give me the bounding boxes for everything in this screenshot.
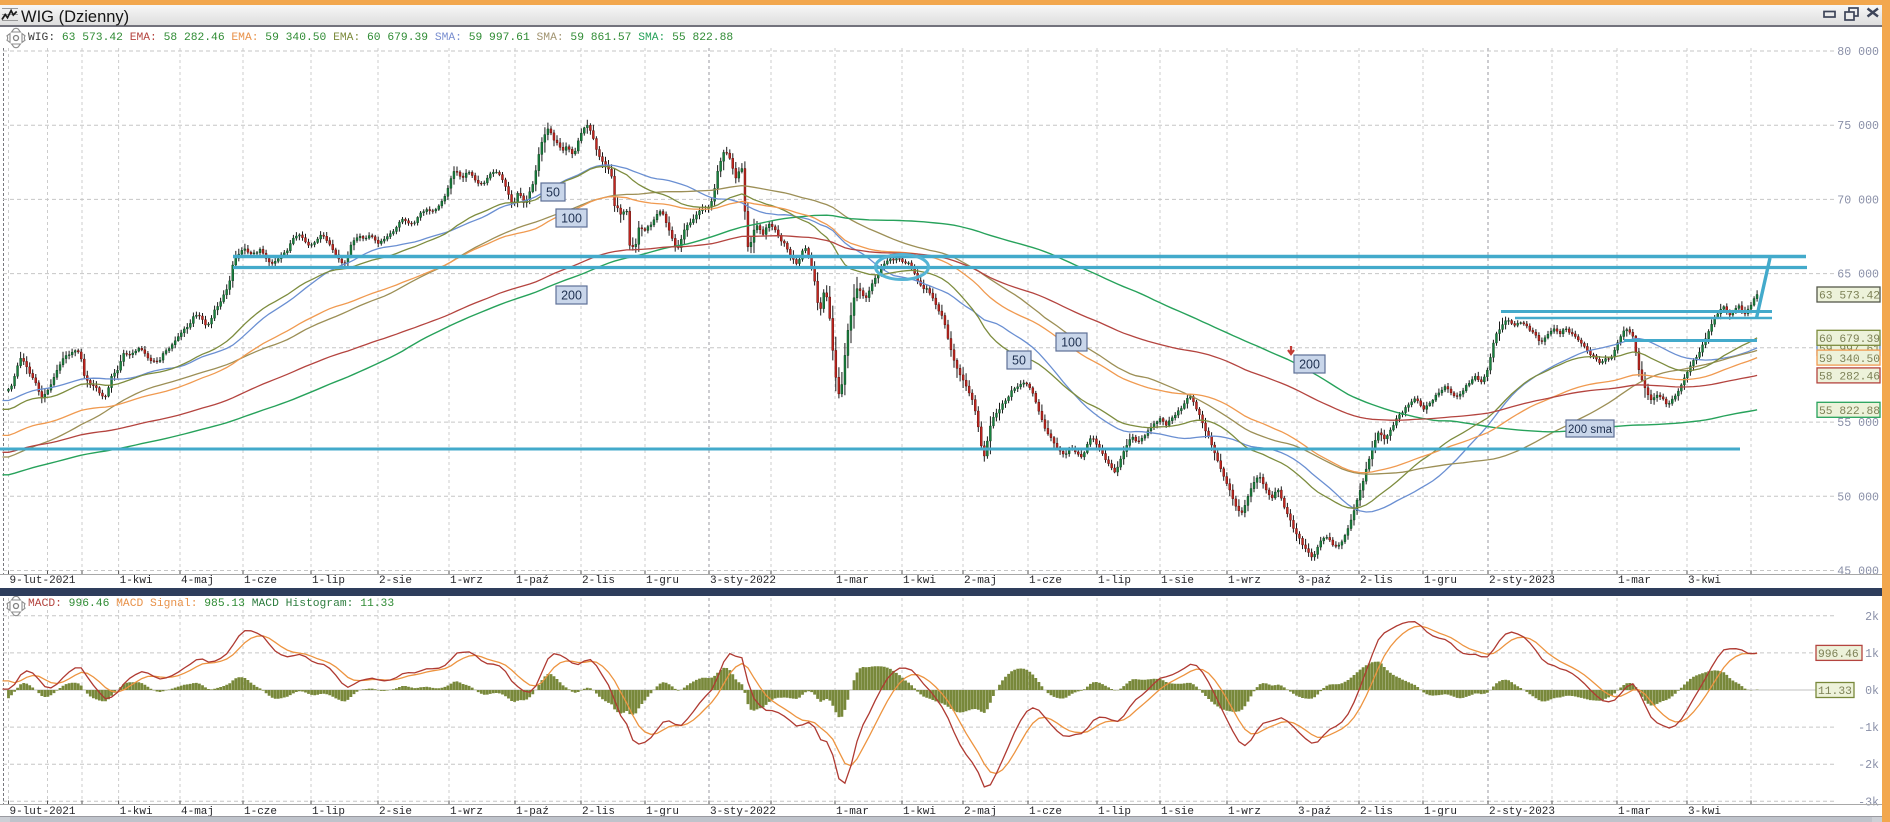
svg-text:58 282.46: 58 282.46 — [1819, 372, 1880, 384]
svg-text:-2k: -2k — [1858, 759, 1879, 772]
svg-text:0k: 0k — [1865, 685, 1879, 698]
svg-text:-3k: -3k — [1858, 796, 1879, 809]
svg-text:1k: 1k — [1865, 648, 1879, 661]
svg-text:200: 200 — [561, 289, 582, 303]
svg-text:-1k: -1k — [1858, 722, 1879, 735]
svg-text:80 000: 80 000 — [1837, 46, 1879, 59]
svg-text:200 sma: 200 sma — [1568, 424, 1613, 436]
svg-text:55 000: 55 000 — [1837, 417, 1879, 430]
svg-text:75 000: 75 000 — [1837, 120, 1879, 133]
svg-text:50: 50 — [1012, 354, 1026, 368]
svg-text:65 000: 65 000 — [1837, 269, 1879, 282]
svg-text:63 573.42: 63 573.42 — [1819, 291, 1880, 303]
svg-text:996.46: 996.46 — [1818, 649, 1859, 661]
svg-text:59 340.50: 59 340.50 — [1819, 354, 1880, 366]
svg-text:50: 50 — [546, 186, 560, 200]
svg-text:50 000: 50 000 — [1837, 491, 1879, 504]
svg-text:70 000: 70 000 — [1837, 194, 1879, 207]
svg-text:200: 200 — [1299, 358, 1320, 372]
svg-text:100: 100 — [1061, 336, 1082, 350]
svg-text:60 679.39: 60 679.39 — [1819, 334, 1880, 346]
svg-text:11.33: 11.33 — [1818, 686, 1852, 698]
svg-text:100: 100 — [561, 212, 582, 226]
svg-text:45 000: 45 000 — [1837, 566, 1879, 579]
svg-text:2k: 2k — [1865, 611, 1879, 624]
svg-text:55 822.88: 55 822.88 — [1819, 406, 1880, 418]
